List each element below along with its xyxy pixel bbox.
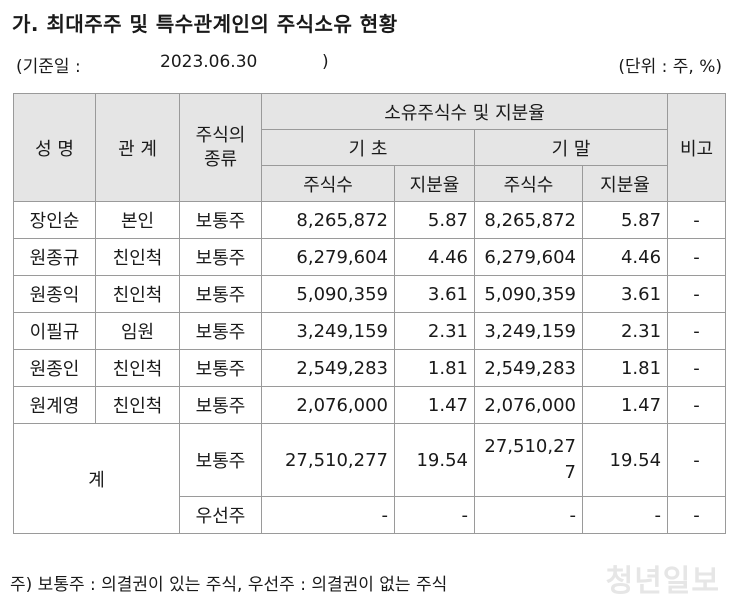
cell-relation: 친인척 bbox=[95, 349, 180, 387]
cell-end-ratio: 5.87 bbox=[581, 201, 669, 239]
cell-end-shares: 8,265,872 bbox=[474, 201, 583, 239]
publisher-logo: 청년일보 bbox=[605, 564, 720, 599]
table-row: 원종인 친인척 보통주 2,549,283 1.81 2,549,283 1.8… bbox=[13, 349, 727, 387]
cell-stock-type: 보통주 bbox=[179, 349, 262, 387]
cell-end-shares: 2,549,283 bbox=[474, 349, 583, 387]
cell-start-ratio: 5.87 bbox=[394, 201, 475, 239]
total-preferred-start-shares: - bbox=[261, 496, 395, 534]
header-period-start: 기 초 bbox=[261, 129, 475, 166]
cell-start-ratio: 3.61 bbox=[394, 275, 475, 313]
cell-remarks: - bbox=[667, 201, 727, 239]
cell-stock-type: 보통주 bbox=[179, 275, 262, 313]
total-common-type: 보통주 bbox=[179, 423, 262, 497]
cell-name: 원종인 bbox=[13, 349, 96, 387]
header-name: 성 명 bbox=[13, 93, 96, 202]
cell-end-shares: 2,076,000 bbox=[474, 386, 583, 424]
cell-start-shares: 6,279,604 bbox=[261, 238, 395, 276]
shareholding-table: 성 명 관 계 주식의 종류 소유주식수 및 지분율 비고 기 초 기 말 주식… bbox=[13, 93, 727, 534]
table-row: 원계영 친인척 보통주 2,076,000 1.47 2,076,000 1.4… bbox=[13, 386, 727, 424]
total-label: 계 bbox=[13, 423, 180, 534]
cell-start-ratio: 1.47 bbox=[394, 386, 475, 424]
header-stock-type-label: 주식의 종류 bbox=[195, 124, 246, 170]
cell-start-shares: 2,549,283 bbox=[261, 349, 395, 387]
cell-start-ratio: 2.31 bbox=[394, 312, 475, 350]
total-common-end-shares: 27,510,27 7 bbox=[474, 423, 583, 497]
cell-remarks: - bbox=[667, 349, 727, 387]
cell-name: 장인순 bbox=[13, 201, 96, 239]
cell-end-shares: 3,249,159 bbox=[474, 312, 583, 350]
cell-remarks: - bbox=[667, 386, 727, 424]
total-preferred-end-ratio: - bbox=[581, 496, 669, 534]
cell-end-ratio: 1.81 bbox=[581, 349, 669, 387]
cell-end-shares: 5,090,359 bbox=[474, 275, 583, 313]
header-relation: 관 계 bbox=[95, 93, 180, 202]
total-common-end-shares-line2: 7 bbox=[564, 462, 576, 483]
table-row: 이필규 임원 보통주 3,249,159 2.31 3,249,159 2.31… bbox=[13, 312, 727, 350]
header-stock-type: 주식의 종류 bbox=[179, 93, 262, 202]
total-row-preferred: 우선주 - - - - - bbox=[14, 496, 727, 534]
unit-label: (단위 : 주, %) bbox=[618, 57, 722, 77]
cell-start-ratio: 4.46 bbox=[394, 238, 475, 276]
base-date-close: ) bbox=[322, 52, 329, 72]
cell-start-shares: 3,249,159 bbox=[261, 312, 395, 350]
total-common-start-shares: 27,510,277 bbox=[261, 423, 395, 497]
cell-name: 이필규 bbox=[13, 312, 96, 350]
base-date-value: 2023.06.30 bbox=[160, 52, 258, 72]
cell-name: 원종익 bbox=[13, 275, 96, 313]
cell-end-shares: 6,279,604 bbox=[474, 238, 583, 276]
header-end-ratio: 지분율 bbox=[581, 165, 669, 202]
footnote: 주) 보통주 : 의결권이 있는 주식, 우선주 : 의결권이 없는 주식 bbox=[10, 575, 448, 595]
cell-end-ratio: 4.46 bbox=[581, 238, 669, 276]
total-common-remarks: - bbox=[667, 423, 727, 497]
cell-end-ratio: 3.61 bbox=[581, 275, 669, 313]
cell-relation: 친인척 bbox=[95, 238, 180, 276]
cell-stock-type: 보통주 bbox=[179, 238, 262, 276]
table-row: 장인순 본인 보통주 8,265,872 5.87 8,265,872 5.87… bbox=[13, 201, 727, 239]
total-preferred-end-shares: - bbox=[474, 496, 583, 534]
header-period-end: 기 말 bbox=[473, 129, 669, 166]
cell-relation: 친인척 bbox=[95, 275, 180, 313]
table-row: 원종익 친인척 보통주 5,090,359 3.61 5,090,359 3.6… bbox=[13, 275, 727, 313]
cell-start-shares: 2,076,000 bbox=[261, 386, 395, 424]
total-row-common: 계 보통주 27,510,277 19.54 27,510,27 7 19.54… bbox=[13, 423, 727, 534]
cell-remarks: - bbox=[667, 238, 727, 276]
cell-relation: 친인척 bbox=[95, 386, 180, 424]
table-row: 원종규 친인척 보통주 6,279,604 4.46 6,279,604 4.4… bbox=[13, 238, 727, 276]
cell-remarks: - bbox=[667, 275, 727, 313]
header-remarks: 비고 bbox=[667, 93, 727, 202]
header-end-shares: 주식수 bbox=[474, 165, 583, 202]
cell-relation: 임원 bbox=[95, 312, 180, 350]
total-common-end-ratio: 19.54 bbox=[581, 423, 669, 497]
cell-start-shares: 5,090,359 bbox=[261, 275, 395, 313]
cell-start-shares: 8,265,872 bbox=[261, 201, 395, 239]
total-common-end-shares-line1: 27,510,27 bbox=[484, 436, 576, 457]
cell-end-ratio: 2.31 bbox=[581, 312, 669, 350]
total-common-start-ratio: 19.54 bbox=[394, 423, 475, 497]
cell-stock-type: 보통주 bbox=[179, 386, 262, 424]
total-preferred-remarks: - bbox=[667, 496, 727, 534]
base-date-label: (기준일 : bbox=[16, 57, 81, 77]
cell-remarks: - bbox=[667, 312, 727, 350]
total-preferred-type: 우선주 bbox=[179, 496, 262, 534]
cell-stock-type: 보통주 bbox=[179, 312, 262, 350]
cell-name: 원종규 bbox=[13, 238, 96, 276]
header-start-ratio: 지분율 bbox=[394, 165, 475, 202]
cell-relation: 본인 bbox=[95, 201, 180, 239]
total-preferred-start-ratio: - bbox=[394, 496, 475, 534]
cell-name: 원계영 bbox=[13, 386, 96, 424]
cell-stock-type: 보통주 bbox=[179, 201, 262, 239]
header-start-shares: 주식수 bbox=[261, 165, 395, 202]
cell-start-ratio: 1.81 bbox=[394, 349, 475, 387]
header-ownership: 소유주식수 및 지분율 bbox=[260, 93, 669, 130]
cell-end-ratio: 1.47 bbox=[581, 386, 669, 424]
page-title: 가. 최대주주 및 특수관계인의 주식소유 현황 bbox=[12, 12, 398, 36]
